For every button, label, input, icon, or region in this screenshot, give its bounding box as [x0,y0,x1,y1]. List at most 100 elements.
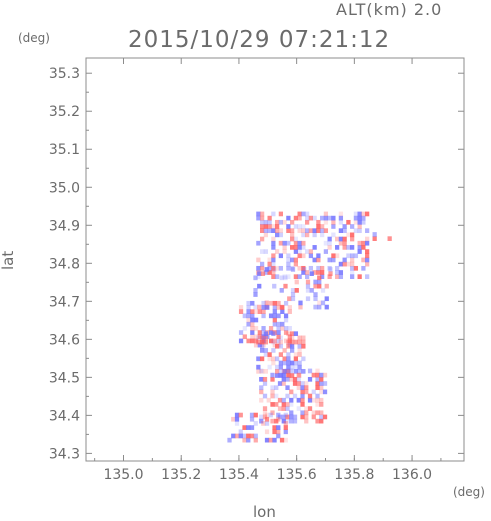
heatmap-cell [305,219,310,225]
heatmap-cell [256,274,261,280]
heatmap-cell [270,393,275,399]
heatmap-cell [268,300,274,306]
heatmap-cell [317,279,322,285]
heatmap-cell [297,253,302,259]
heatmap-cell [271,261,276,267]
heatmap-cell [275,219,280,225]
heatmap-cell [335,270,340,275]
y-tick-label: 34.8 [49,256,80,272]
heatmap-cell [312,257,317,263]
heatmap-cell [296,385,301,391]
heatmap-cell [261,309,266,314]
heatmap-cell [277,397,283,403]
heatmap-cell [304,389,309,395]
heatmap-cell [246,309,251,314]
heatmap-cell [300,397,305,403]
heatmap-cell [246,338,251,344]
heatmap-cell [338,236,344,242]
heatmap-cell [342,240,347,246]
heatmap-cell [298,300,303,306]
heatmap-cell [315,393,320,399]
heatmap-cell [311,397,316,403]
heatmap-cell [342,257,347,263]
heatmap-cell [274,393,279,399]
heatmap-cell [323,228,329,234]
heatmap-cell [283,275,288,281]
heatmap-cell [282,368,287,374]
heatmap-cell [264,421,270,426]
heatmap-cell [272,300,277,306]
heatmap-cell [238,309,244,314]
heatmap-cell [263,219,268,225]
heatmap-cell [353,228,359,234]
heatmap-cell [275,373,280,378]
heatmap-cell [238,338,244,344]
y-tick-label: 34.4 [49,408,80,424]
heatmap-cell [357,228,362,234]
heatmap-cell [242,313,247,319]
heatmap-cell [286,339,291,345]
heatmap-cell [253,421,258,426]
heatmap-cell [275,224,280,229]
heatmap-cell [320,215,325,221]
heatmap-cell [271,348,276,353]
heatmap-cell [272,305,277,310]
y-tick-label: 34.6 [49,332,80,348]
heatmap-cell [278,373,284,378]
heatmap-cell [263,331,268,337]
heatmap-cell [283,429,288,435]
heatmap-cell [275,249,280,254]
heatmap-cell [271,211,276,217]
heatmap-cell [267,364,272,370]
heatmap-cell [320,288,326,293]
heatmap-cell [346,232,351,238]
heatmap-cell [287,296,292,302]
heatmap-cell [272,429,277,435]
heatmap-cell [253,334,259,340]
heatmap-cell [350,257,355,263]
heatmap-cell [276,425,281,430]
heatmap-cell [292,393,298,399]
heatmap-cell [246,433,251,439]
heatmap-cell [257,304,262,310]
heatmap-cell [283,437,288,443]
heatmap-cell [276,433,281,439]
heatmap-cell [311,410,316,416]
heatmap-cell [261,300,266,306]
heatmap-cell [287,326,292,331]
heatmap-cell [320,232,325,238]
heatmap-cell [315,402,320,407]
heatmap-cell [320,228,325,234]
heatmap-cell [276,313,281,319]
heatmap-cell [270,372,275,378]
heatmap-cell [278,343,284,349]
heatmap-cell [246,313,251,319]
heatmap-cell [253,342,259,348]
heatmap-cell [286,364,291,370]
heatmap-cell [256,368,261,374]
heatmap-cell [276,416,281,422]
heatmap-cell [313,304,318,310]
heatmap-cell [353,219,359,225]
heatmap-cell [290,219,295,225]
heatmap-cell [350,236,355,242]
heatmap-cell [272,437,277,443]
heatmap-cell [238,305,244,310]
heatmap-cell [253,292,258,297]
heatmap-cell [234,416,240,422]
heatmap-cell [286,257,291,263]
heatmap-cell [361,257,366,263]
heatmap-cell [275,265,280,271]
heatmap-cell [293,331,299,337]
heatmap-cell [342,236,347,242]
heatmap-cell [275,228,280,234]
heatmap-cell [324,296,329,302]
heatmap-cell [342,261,347,267]
heatmap-cell [316,265,321,271]
heatmap-cell [316,253,321,259]
heatmap-cell [256,356,261,362]
heatmap-cell [286,240,291,246]
heatmap-cell [250,334,255,340]
heatmap-cell [322,414,328,420]
